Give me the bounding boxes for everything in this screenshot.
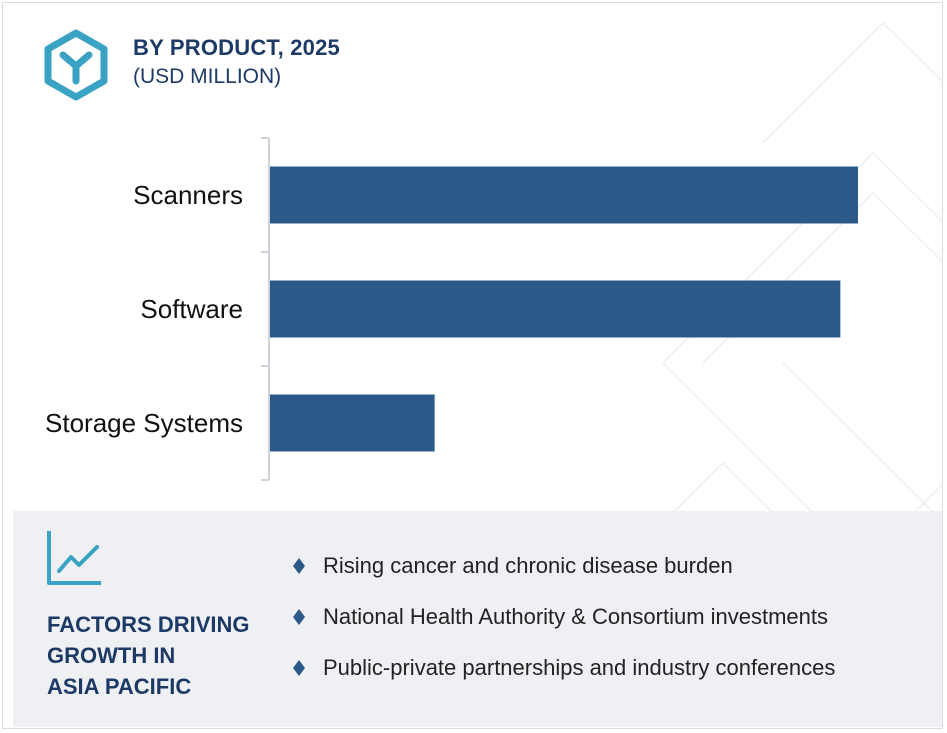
factor-text: Rising cancer and chronic disease burden [323, 553, 733, 578]
chart-title: BY PRODUCT, 2025 [133, 35, 340, 60]
list-item: Rising cancer and chronic disease burden [293, 553, 835, 604]
diamond-bullet-icon [293, 609, 305, 625]
factors-heading-line: GROWTH IN [47, 643, 176, 668]
bar-chart: Scanners Software Storage Systems [45, 137, 858, 481]
factor-list: Rising cancer and chronic disease burden… [293, 553, 835, 706]
hexagon-y-icon [44, 29, 108, 101]
chart-subtitle: (USD MILLION) [133, 65, 282, 88]
factors-heading-line: FACTORS DRIVING [47, 612, 250, 637]
factors-heading: FACTORS DRIVING GROWTH IN ASIA PACIFIC [47, 609, 267, 702]
factor-text: National Health Authority & Consortium i… [323, 604, 829, 629]
diamond-bullet-icon [293, 558, 305, 574]
factors-heading-line: ASIA PACIFIC [47, 674, 192, 699]
factor-text: Public-private partnerships and industry… [323, 655, 836, 680]
factors-panel: FACTORS DRIVING GROWTH IN ASIA PACIFIC R… [13, 511, 942, 727]
list-item: Public-private partnerships and industry… [293, 655, 835, 706]
bar-storage-systems [270, 394, 435, 452]
diamond-bullet-icon [293, 660, 305, 676]
list-item: National Health Authority & Consortium i… [293, 604, 835, 655]
line-chart-icon [47, 531, 101, 585]
bar-scanners [270, 166, 858, 224]
category-label: Software [140, 294, 243, 324]
bar-software [270, 280, 841, 338]
category-label: Scanners [133, 180, 243, 210]
category-label: Storage Systems [45, 408, 243, 438]
